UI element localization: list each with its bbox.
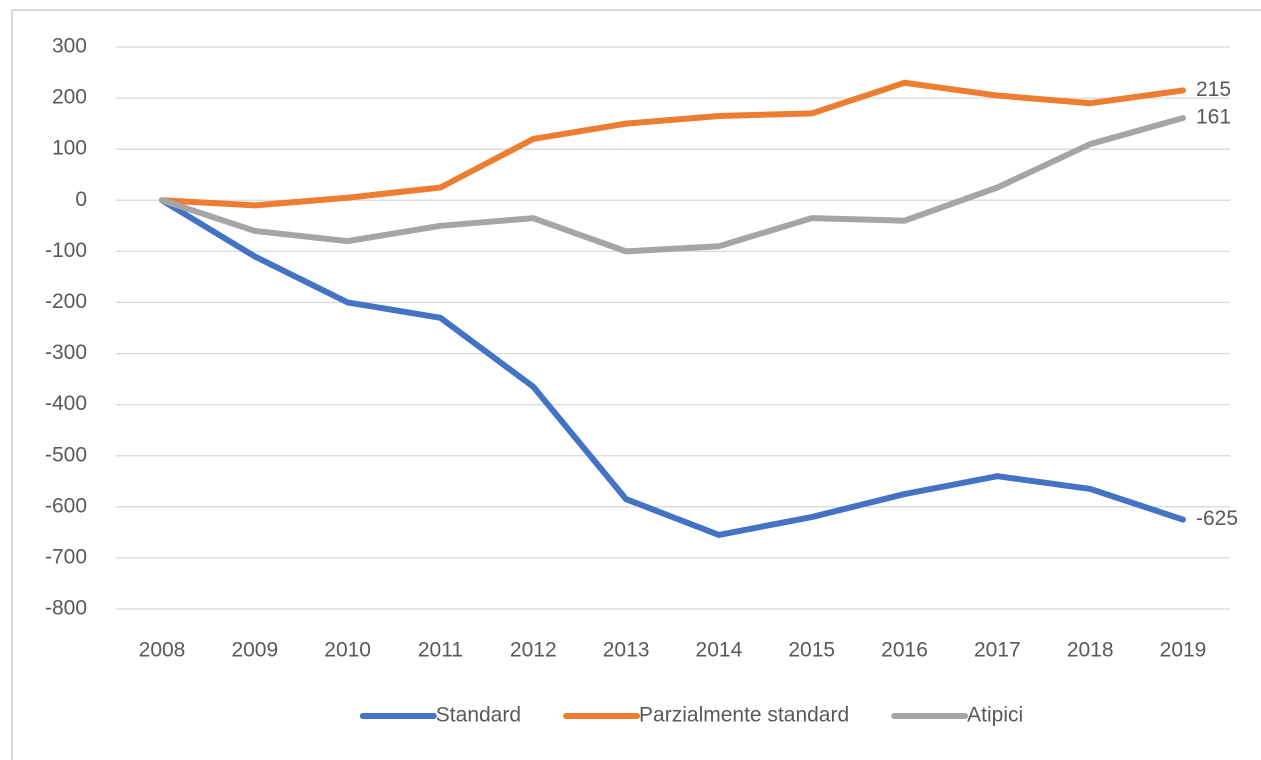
- x-tick-label: 2008: [139, 639, 186, 662]
- series-line: [159, 115, 1186, 255]
- x-tick-label: 2009: [231, 639, 278, 662]
- x-tick-label: 2016: [881, 639, 928, 662]
- y-tick-label: 0: [75, 188, 87, 211]
- legend-item: Atipici: [891, 704, 1023, 727]
- x-tick-label: 2018: [1067, 639, 1114, 662]
- x-tick-label: 2017: [974, 639, 1021, 662]
- legend-label: Parzialmente standard: [639, 704, 849, 727]
- legend-item: Parzialmente standard: [563, 704, 849, 727]
- y-tick-label: -700: [45, 545, 87, 568]
- y-tick-label: -800: [45, 597, 87, 620]
- x-tick-label: 2011: [418, 639, 463, 662]
- series-line: [159, 197, 1186, 538]
- y-tick-label: 100: [52, 137, 87, 160]
- y-tick-label: 300: [52, 35, 87, 58]
- y-tick-label: -300: [45, 341, 87, 364]
- x-tick-label: 2015: [788, 639, 835, 662]
- end-label: 161: [1196, 106, 1231, 129]
- legend-label: Standard: [436, 704, 521, 727]
- x-tick-label: 2014: [696, 639, 743, 662]
- legend: Standard Parzialmente standard Atipici: [359, 704, 1023, 727]
- x-tick-label: 2010: [324, 639, 371, 662]
- end-label: 215: [1196, 78, 1231, 101]
- x-tick-label: 2013: [603, 639, 650, 662]
- y-tick-label: -500: [45, 443, 87, 466]
- x-tick-label: 2012: [510, 639, 557, 662]
- end-label: -625: [1196, 507, 1238, 530]
- y-tick-label: -400: [45, 392, 87, 415]
- legend-item: Standard: [359, 704, 521, 727]
- legend-label: Atipici: [967, 704, 1023, 727]
- y-tick-label: 200: [52, 86, 87, 109]
- x-tick-label: 2019: [1160, 639, 1207, 662]
- plot-area: -625 215 161: [159, 78, 1238, 538]
- y-tick-label: -100: [45, 239, 87, 262]
- grid: -800 -700 -600 -500 -400 -300 -200 -100 0 100 200 3…: [45, 35, 1230, 662]
- y-tick-label: -200: [45, 290, 87, 313]
- series-line: [159, 79, 1186, 209]
- y-tick-label: -600: [45, 494, 87, 517]
